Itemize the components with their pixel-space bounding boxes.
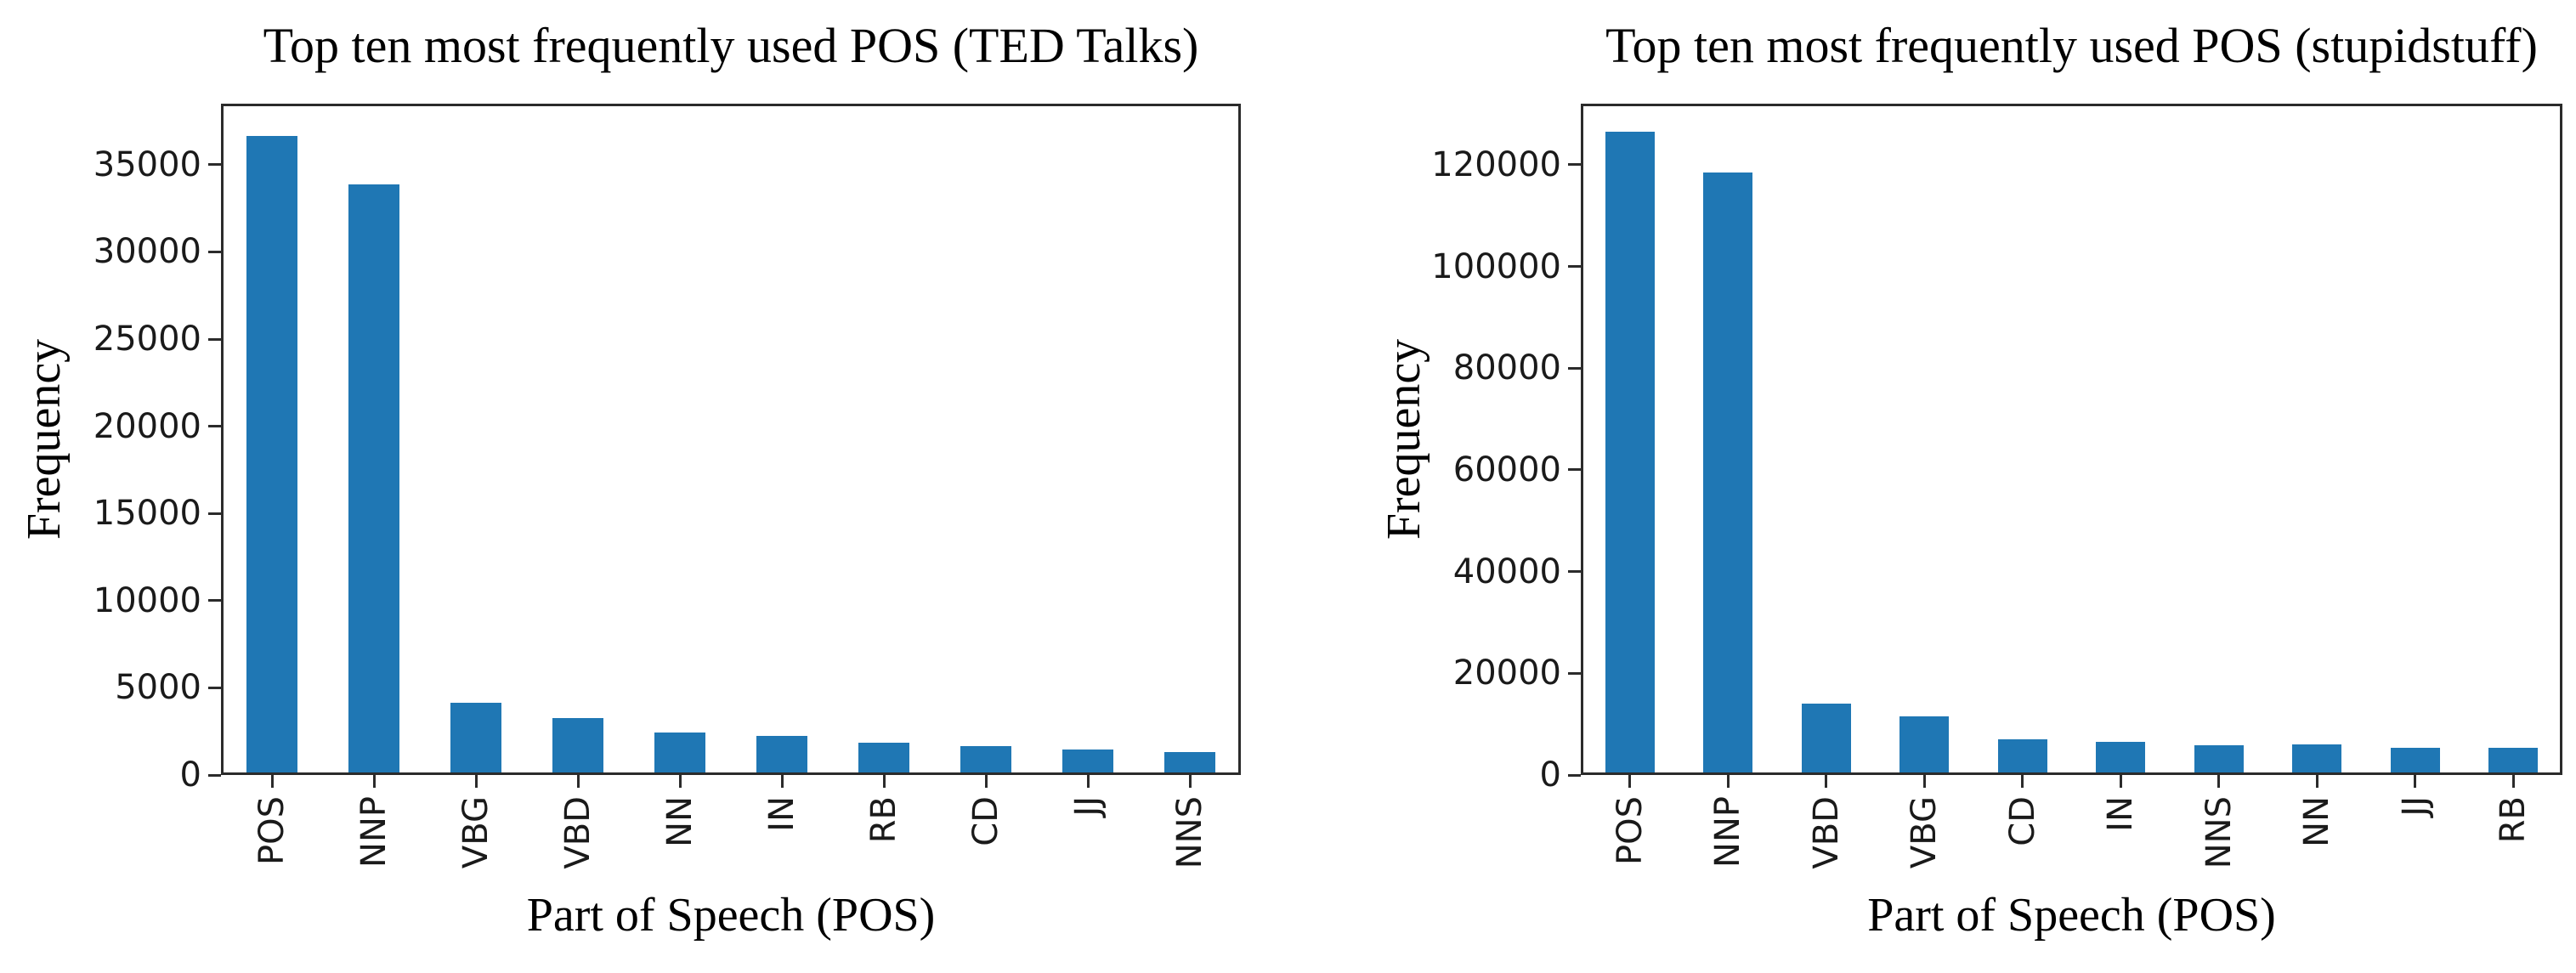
x-tick-mark bbox=[372, 775, 376, 788]
x-tick-label: NNP bbox=[354, 796, 393, 868]
bar-vbg bbox=[450, 702, 501, 772]
x-tick-label: JJ bbox=[1068, 796, 1107, 817]
bar-nn bbox=[2292, 744, 2342, 772]
bar-nns bbox=[1164, 752, 1215, 772]
y-tick-mark bbox=[208, 686, 221, 689]
y-tick-label: 40000 bbox=[1452, 552, 1561, 591]
bar-in bbox=[2096, 742, 2146, 772]
x-tick-label: JJ bbox=[2395, 796, 2435, 817]
x-tick-mark bbox=[1922, 775, 1926, 788]
y-tick-label: 60000 bbox=[1452, 450, 1561, 489]
y-tick-label: 15000 bbox=[93, 494, 201, 534]
bar-vbd bbox=[1801, 704, 1851, 772]
x-tick-mark bbox=[678, 775, 682, 788]
y-tick-label: 20000 bbox=[1452, 653, 1561, 693]
x-tick-mark bbox=[1628, 775, 1632, 788]
bar-nns bbox=[2194, 745, 2244, 772]
x-tick-label: VBG bbox=[456, 796, 495, 869]
x-tick-label: IN bbox=[2101, 796, 2141, 832]
x-tick-mark bbox=[2217, 775, 2221, 788]
bar-cd bbox=[1997, 739, 2047, 772]
x-tick-label: RB bbox=[864, 796, 903, 844]
x-tick-label: NN bbox=[2297, 796, 2337, 847]
x-tick-label: POS bbox=[1610, 796, 1650, 865]
x-tick-label: NNS bbox=[1170, 796, 1209, 869]
y-tick-label: 0 bbox=[179, 755, 201, 795]
x-tick-mark bbox=[1086, 775, 1090, 788]
x-tick-mark bbox=[984, 775, 988, 788]
y-tick-mark bbox=[1568, 366, 1581, 370]
y-tick-label: 100000 bbox=[1431, 246, 1561, 286]
x-tick-label: VBG bbox=[1905, 796, 1945, 869]
bar-nn bbox=[654, 732, 705, 772]
y-tick-mark bbox=[208, 163, 221, 167]
y-tick-mark bbox=[1568, 671, 1581, 675]
y-tick-mark bbox=[208, 250, 221, 253]
x-tick-label: NNS bbox=[2199, 796, 2239, 869]
y-tick-label: 5000 bbox=[115, 668, 201, 708]
x-tick-mark bbox=[474, 775, 478, 788]
x-tick-mark bbox=[1726, 775, 1730, 788]
bar-rb bbox=[858, 743, 909, 772]
y-tick-mark bbox=[208, 425, 221, 428]
y-tick-mark bbox=[1568, 570, 1581, 574]
y-tick-label: 20000 bbox=[93, 406, 201, 446]
bar-vbd bbox=[552, 718, 603, 772]
y-tick-mark bbox=[1568, 468, 1581, 472]
x-tick-mark bbox=[1188, 775, 1192, 788]
x-tick-mark bbox=[2315, 775, 2318, 788]
y-tick-label: 10000 bbox=[93, 580, 201, 620]
x-tick-mark bbox=[2119, 775, 2122, 788]
x-tick-label: NN bbox=[660, 796, 699, 847]
y-tick-label: 80000 bbox=[1452, 348, 1561, 388]
bar-jj bbox=[1062, 750, 1113, 772]
x-tick-label: POS bbox=[252, 796, 292, 865]
x-axis-label: Part of Speech (POS) bbox=[526, 889, 936, 942]
bar-vbg bbox=[1899, 716, 1950, 772]
x-tick-mark bbox=[1825, 775, 1828, 788]
bar-nnp bbox=[348, 184, 399, 772]
y-tick-label: 35000 bbox=[93, 144, 201, 184]
y-tick-label: 25000 bbox=[93, 320, 201, 359]
y-tick-label: 30000 bbox=[93, 232, 201, 272]
y-tick-mark bbox=[208, 599, 221, 602]
y-tick-mark bbox=[208, 337, 221, 341]
bar-nnp bbox=[1703, 172, 1753, 772]
x-tick-label: IN bbox=[762, 796, 801, 832]
bar-pos bbox=[1605, 131, 1655, 772]
x-tick-label: NNP bbox=[1708, 796, 1748, 868]
y-tick-mark bbox=[1568, 773, 1581, 777]
y-axis-label: Frequency bbox=[1378, 338, 1430, 540]
x-tick-label: VBD bbox=[1806, 796, 1846, 869]
x-tick-label: CD bbox=[966, 796, 1005, 846]
x-tick-mark bbox=[2414, 775, 2417, 788]
bar-jj bbox=[2390, 748, 2440, 772]
x-tick-label: CD bbox=[2002, 796, 2042, 846]
x-tick-label: RB bbox=[2494, 796, 2534, 844]
y-axis-label: Frequency bbox=[18, 338, 71, 540]
y-tick-mark bbox=[208, 512, 221, 515]
x-tick-mark bbox=[2511, 775, 2515, 788]
chart-title: Top ten most frequently used POS (TED Ta… bbox=[263, 18, 1199, 73]
y-tick-mark bbox=[1568, 265, 1581, 268]
bar-in bbox=[756, 735, 807, 772]
bar-cd bbox=[960, 746, 1011, 772]
bar-pos bbox=[246, 136, 297, 772]
y-tick-label: 120000 bbox=[1431, 144, 1561, 184]
bar-rb bbox=[2488, 747, 2539, 772]
y-tick-mark bbox=[1568, 163, 1581, 167]
x-tick-mark bbox=[270, 775, 274, 788]
y-tick-mark bbox=[208, 773, 221, 777]
x-tick-mark bbox=[2021, 775, 2024, 788]
x-axis-label: Part of Speech (POS) bbox=[1867, 889, 2276, 942]
x-tick-label: VBD bbox=[558, 796, 597, 869]
x-tick-mark bbox=[882, 775, 886, 788]
x-tick-mark bbox=[576, 775, 580, 788]
chart-title: Top ten most frequently used POS (stupid… bbox=[1605, 18, 2538, 73]
x-tick-mark bbox=[780, 775, 784, 788]
y-tick-label: 0 bbox=[1539, 755, 1561, 795]
